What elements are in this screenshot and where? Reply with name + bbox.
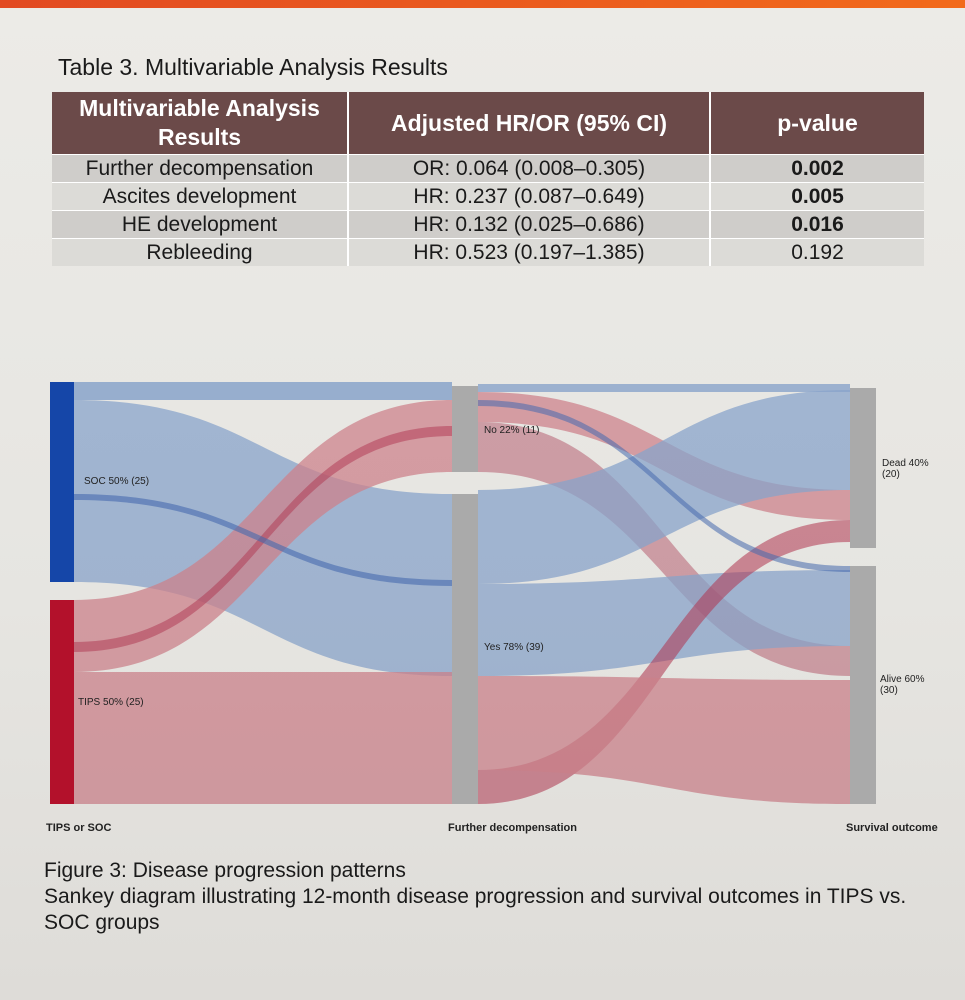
table-row: Further decompensation OR: 0.064 (0.008–… bbox=[52, 154, 924, 183]
flow-soc-highlight bbox=[74, 494, 452, 586]
flow-tips-yes bbox=[74, 672, 452, 804]
cell-estimate: OR: 0.064 (0.008–0.305) bbox=[348, 154, 711, 183]
sankey-flows bbox=[74, 382, 850, 804]
header-p-value: p-value bbox=[710, 92, 924, 155]
cell-p-value: 0.016 bbox=[710, 210, 924, 239]
cell-outcome: HE development bbox=[52, 210, 349, 239]
flow-no-dead-soc-highlight bbox=[478, 400, 850, 572]
column-label-stage-3: Survival outcome bbox=[846, 822, 938, 834]
cell-p-value: 0.005 bbox=[710, 182, 924, 211]
node-label-soc: SOC 50% (25) bbox=[84, 476, 149, 487]
cell-outcome: Further decompensation bbox=[52, 154, 349, 183]
node-label-yes: Yes 78% (39) bbox=[484, 642, 544, 653]
node-label-tips: TIPS 50% (25) bbox=[78, 697, 144, 708]
flow-soc-no bbox=[74, 382, 452, 400]
flow-yes-dead-tips bbox=[478, 520, 850, 804]
figure-title: Figure 3: Disease progression patterns bbox=[44, 859, 406, 882]
results-table: Multivariable Analysis Results Adjusted … bbox=[52, 92, 924, 266]
node-alive bbox=[850, 566, 876, 804]
cell-p-value: 0.192 bbox=[710, 238, 924, 266]
sankey-labels: SOC 50% (25) TIPS 50% (25) No 22% (11) Y… bbox=[46, 425, 938, 834]
column-label-stage-1: TIPS or SOC bbox=[46, 822, 111, 834]
cell-outcome: Rebleeding bbox=[52, 238, 349, 266]
node-dead bbox=[850, 388, 876, 548]
figure-caption: Figure 3: Disease progression patterns S… bbox=[44, 858, 944, 936]
flow-no-dead bbox=[478, 384, 850, 392]
cell-outcome: Ascites development bbox=[52, 182, 349, 211]
node-no bbox=[452, 386, 478, 472]
cell-p-value: 0.002 bbox=[710, 154, 924, 183]
figure-description: Sankey diagram illustrating 12-month dis… bbox=[44, 885, 907, 934]
node-yes bbox=[452, 494, 478, 804]
sankey-nodes bbox=[50, 382, 876, 804]
header-estimate: Adjusted HR/OR (95% CI) bbox=[348, 92, 711, 155]
flow-yes-alive-soc bbox=[478, 570, 850, 676]
node-label-dead-count: (20) bbox=[882, 469, 900, 480]
table-row: Ascites development HR: 0.237 (0.087–0.6… bbox=[52, 182, 924, 211]
node-label-dead: Dead 40% bbox=[882, 458, 929, 469]
table-row: Rebleeding HR: 0.523 (0.197–1.385) 0.192 bbox=[52, 238, 924, 266]
cell-estimate: HR: 0.132 (0.025–0.686) bbox=[348, 210, 711, 239]
sankey-diagram: SOC 50% (25) TIPS 50% (25) No 22% (11) Y… bbox=[46, 382, 938, 834]
node-label-alive-count: (30) bbox=[880, 685, 898, 696]
header-outcome: Multivariable Analysis Results bbox=[52, 92, 349, 155]
table-row: HE development HR: 0.132 (0.025–0.686) 0… bbox=[52, 210, 924, 239]
flow-yes-alive-tips bbox=[478, 676, 850, 804]
node-soc bbox=[50, 382, 74, 582]
node-label-no: No 22% (11) bbox=[484, 425, 539, 436]
node-label-alive: Alive 60% bbox=[880, 674, 925, 685]
cell-estimate: HR: 0.237 (0.087–0.649) bbox=[348, 182, 711, 211]
cell-estimate: HR: 0.523 (0.197–1.385) bbox=[348, 238, 711, 266]
top-accent-stripe bbox=[0, 0, 965, 8]
column-label-stage-2: Further decompensation bbox=[448, 822, 577, 834]
table-caption: Table 3. Multivariable Analysis Results bbox=[58, 54, 448, 80]
table-header-row: Multivariable Analysis Results Adjusted … bbox=[52, 92, 924, 155]
node-tips bbox=[50, 600, 74, 804]
